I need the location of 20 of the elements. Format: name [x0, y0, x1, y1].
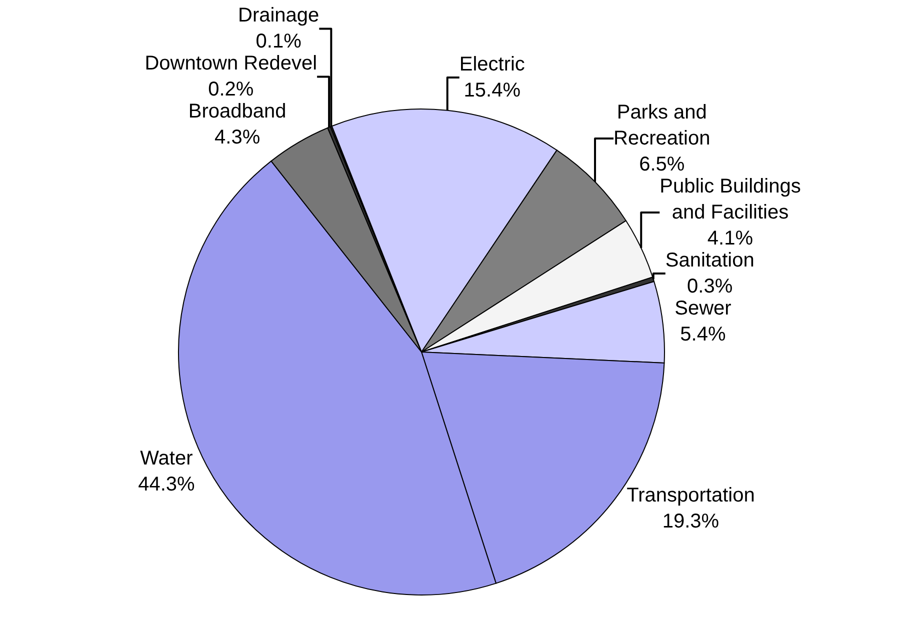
data-label: 44.3%: [138, 474, 196, 496]
data-label: 6.5%: [639, 153, 685, 176]
slice-label: Water: [140, 448, 194, 470]
data-label: 4.3%: [214, 126, 260, 149]
data-label: 0.1%: [256, 30, 302, 53]
slice-label: Downtown Redevel: [144, 52, 318, 75]
data-label: 19.3%: [662, 510, 720, 532]
data-label: 0.3%: [687, 275, 733, 298]
slice-label: Sewer: [674, 297, 732, 320]
slice-label: Parks and Recreation: [614, 101, 710, 150]
slice-label: Electric: [459, 53, 525, 76]
slice-label: Sanitation: [665, 249, 754, 272]
data-label: 4.1%: [707, 227, 754, 250]
data-label: 15.4%: [464, 79, 521, 102]
slice-label: Transportation: [626, 484, 755, 506]
slice-label: Drainage: [238, 4, 320, 27]
slice-label: Broadband: [188, 100, 286, 123]
data-label: 5.4%: [680, 323, 726, 346]
data-label: 0.2%: [208, 78, 254, 101]
slice-label: Public Buildings and Facilities: [660, 175, 801, 224]
